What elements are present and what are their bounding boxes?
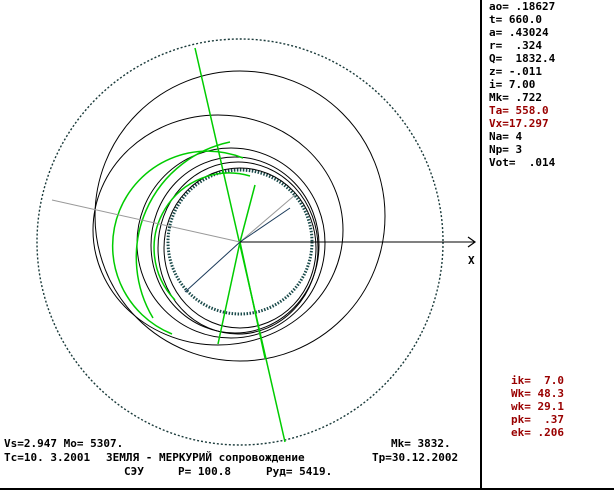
param-ao: ao= .18627 bbox=[489, 0, 556, 13]
param-q: Q= 1832.4 bbox=[489, 52, 556, 65]
radius-line-1 bbox=[184, 241, 241, 293]
trajectory-line-2 bbox=[217, 241, 241, 345]
param-r: r= .324 bbox=[489, 39, 542, 52]
transfer-orbit-4 bbox=[150, 156, 320, 334]
param-wk-lower: wk= 29.1 bbox=[511, 400, 564, 413]
gray-line-2 bbox=[239, 194, 296, 243]
orbit-plot-panel: X Vs=2.947 Mo= 5307. Mk= 3832. Tc=10. 3.… bbox=[4, 0, 482, 489]
sun-direction-line bbox=[51, 199, 241, 243]
param-a: a= .43024 bbox=[489, 26, 549, 39]
status-line1-left: Vs=2.947 Mo= 5307. bbox=[4, 437, 124, 450]
frame-bottom-border bbox=[0, 488, 614, 490]
status-line1-right: Mk= 3832. bbox=[391, 437, 451, 450]
status-fuel: Pуд= 5419. bbox=[266, 465, 333, 478]
radius-line-2 bbox=[239, 207, 291, 243]
param-vot: Vot= .014 bbox=[489, 156, 556, 169]
status-launch-date: Tc=10. 3.2001 bbox=[4, 451, 91, 464]
trajectory-arc-3 bbox=[153, 172, 251, 301]
param-ek: ek= .206 bbox=[511, 426, 564, 439]
status-engine: СЭУ bbox=[124, 465, 144, 478]
trajectory-arc-2 bbox=[111, 150, 244, 335]
x-axis-label: X bbox=[468, 254, 475, 267]
transfer-orbit-1 bbox=[94, 70, 386, 362]
trajectory-arc-1 bbox=[135, 141, 231, 319]
orbit-plot bbox=[36, 38, 477, 446]
param-pk: pk= .37 bbox=[511, 413, 564, 426]
status-mission: ЗЕМЛЯ - МЕРКУРИЙ сопровождение bbox=[106, 451, 305, 464]
transfer-orbit-3 bbox=[136, 147, 326, 339]
param-np: Np= 3 bbox=[489, 143, 523, 156]
status-arrival-date: Tp=30.12.2002 bbox=[372, 451, 459, 464]
param-na: Na= 4 bbox=[489, 130, 523, 143]
param-ik: ik= 7.0 bbox=[511, 374, 564, 387]
transfer-orbit-6 bbox=[163, 167, 317, 329]
param-vx: Vx=17.297 bbox=[489, 117, 549, 130]
parameters-panel: ao= .18627 t= 660.0 a= .43024 r= .324 Q=… bbox=[484, 0, 614, 489]
transfer-orbit-5 bbox=[157, 161, 319, 335]
transfer-orbit-2 bbox=[92, 114, 344, 346]
param-i: i= 7.00 bbox=[489, 78, 536, 91]
param-ta: Ta= 558.0 bbox=[489, 104, 549, 117]
trajectory-line-4 bbox=[239, 184, 256, 243]
param-t: t= 660.0 bbox=[489, 13, 542, 26]
param-wk-upper: Wk= 48.3 bbox=[511, 387, 564, 400]
param-mk: Mk= .722 bbox=[489, 91, 542, 104]
param-z: z= -.011 bbox=[489, 65, 542, 78]
trajectory-line-3 bbox=[239, 241, 266, 359]
status-power: P= 100.8 bbox=[178, 465, 231, 478]
arrow-right-icon bbox=[467, 236, 477, 248]
